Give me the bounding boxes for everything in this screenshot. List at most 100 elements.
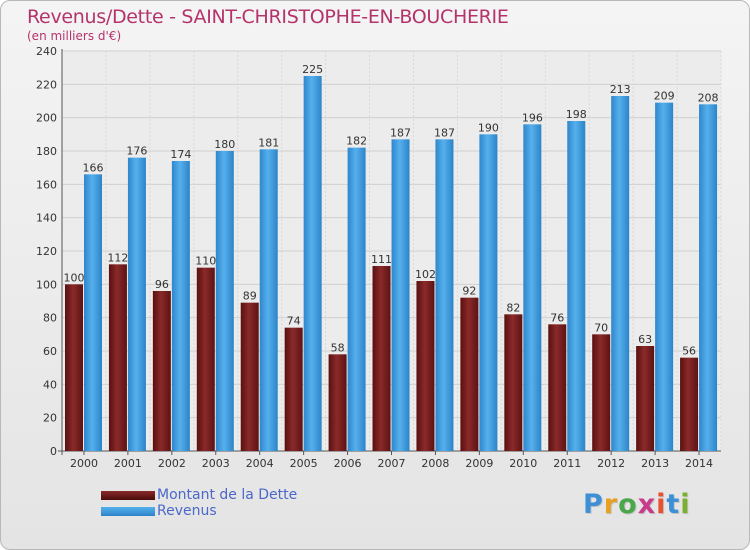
bar-revenus-2003 bbox=[215, 151, 234, 451]
bar-revenus-2006 bbox=[347, 147, 366, 451]
data-label-revenus: 198 bbox=[566, 108, 587, 121]
data-label-dette: 92 bbox=[462, 285, 476, 298]
x-tick-label: 2002 bbox=[158, 457, 186, 470]
bar-revenus-2004 bbox=[259, 149, 278, 452]
bar-revenus-2014 bbox=[699, 104, 718, 451]
x-tick-label: 2003 bbox=[202, 457, 230, 470]
y-tick-label: 180 bbox=[36, 145, 57, 158]
x-tick-label: 2012 bbox=[597, 457, 625, 470]
data-label-revenus: 174 bbox=[170, 148, 191, 161]
data-label-dette: 96 bbox=[155, 278, 169, 291]
bar-dette-2005 bbox=[284, 327, 303, 451]
y-tick-label: 100 bbox=[36, 278, 57, 291]
y-tick-label: 220 bbox=[36, 78, 57, 91]
bar-dette-2006 bbox=[328, 354, 347, 451]
bar-revenus-2002 bbox=[171, 161, 190, 451]
logo-letter: i bbox=[656, 489, 667, 520]
data-label-revenus: 209 bbox=[654, 90, 675, 103]
x-tick-label: 2007 bbox=[378, 457, 406, 470]
bar-revenus-2001 bbox=[127, 157, 146, 451]
data-label-revenus: 166 bbox=[83, 161, 104, 174]
y-tick-label: 140 bbox=[36, 212, 57, 225]
y-tick-label: 200 bbox=[36, 112, 57, 125]
data-label-revenus: 187 bbox=[390, 126, 411, 139]
data-label-dette: 111 bbox=[371, 253, 392, 266]
bar-revenus-2012 bbox=[611, 96, 630, 451]
y-tick-label: 20 bbox=[43, 412, 57, 425]
data-label-dette: 74 bbox=[287, 315, 301, 328]
data-label-revenus: 196 bbox=[522, 111, 543, 124]
bar-revenus-2007 bbox=[391, 139, 410, 452]
x-tick-label: 2005 bbox=[290, 457, 318, 470]
data-label-revenus: 182 bbox=[346, 135, 367, 148]
data-label-dette: 112 bbox=[107, 251, 128, 264]
data-label-dette: 110 bbox=[195, 255, 216, 268]
x-tick-label: 2006 bbox=[334, 457, 362, 470]
bar-dette-2011 bbox=[548, 324, 567, 451]
y-tick-label: 60 bbox=[43, 345, 57, 358]
bar-revenus-2013 bbox=[655, 102, 674, 452]
proxiti-logo: Proxiti bbox=[583, 489, 691, 520]
x-tick-label: 2000 bbox=[70, 457, 98, 470]
data-label-revenus: 208 bbox=[698, 91, 719, 104]
x-tick-label: 2010 bbox=[509, 457, 537, 470]
y-tick-label: 80 bbox=[43, 312, 57, 325]
data-label-dette: 56 bbox=[682, 345, 696, 358]
bar-dette-2010 bbox=[504, 314, 523, 451]
bar-revenus-2005 bbox=[303, 76, 322, 451]
x-tick-label: 2013 bbox=[641, 457, 669, 470]
data-label-dette: 63 bbox=[638, 333, 652, 346]
logo-letter: P bbox=[583, 489, 604, 520]
bar-revenus-2008 bbox=[435, 139, 454, 452]
y-tick-label: 160 bbox=[36, 178, 57, 191]
y-tick-label: 40 bbox=[43, 378, 57, 391]
data-label-revenus: 190 bbox=[478, 121, 499, 134]
data-label-revenus: 187 bbox=[434, 126, 455, 139]
bar-dette-2012 bbox=[592, 334, 611, 451]
data-label-revenus: 181 bbox=[258, 136, 279, 149]
chart-subtitle: (en milliers d'€) bbox=[27, 29, 122, 43]
bar-dette-2013 bbox=[636, 346, 655, 451]
data-label-revenus: 225 bbox=[302, 63, 323, 76]
bar-dette-2008 bbox=[416, 281, 435, 451]
data-label-revenus: 213 bbox=[610, 83, 631, 96]
logo-letter: x bbox=[637, 489, 657, 520]
bar-revenus-2010 bbox=[523, 124, 542, 451]
logo-letter: r bbox=[603, 489, 619, 520]
bar-dette-2009 bbox=[460, 297, 479, 451]
bar-dette-2003 bbox=[196, 267, 215, 451]
y-tick-label: 120 bbox=[36, 245, 57, 258]
bar-revenus-2009 bbox=[479, 134, 498, 452]
chart-title: Revenus/Dette - SAINT-CHRISTOPHE-EN-BOUC… bbox=[27, 6, 509, 28]
x-tick-label: 2008 bbox=[421, 457, 449, 470]
bar-dette-2014 bbox=[680, 357, 699, 451]
data-label-dette: 89 bbox=[243, 290, 257, 303]
x-tick-label: 2014 bbox=[685, 457, 713, 470]
legend-swatch-revenus bbox=[101, 507, 155, 516]
bar-dette-2007 bbox=[372, 266, 391, 451]
data-label-dette: 100 bbox=[64, 271, 85, 284]
logo-letter: o bbox=[618, 489, 638, 520]
bar-dette-2000 bbox=[65, 284, 83, 451]
legend-swatch-debt bbox=[101, 491, 155, 500]
data-label-dette: 102 bbox=[415, 268, 436, 281]
x-tick-label: 2011 bbox=[553, 457, 581, 470]
data-label-dette: 76 bbox=[550, 311, 564, 324]
legend-label-debt: Montant de la Dette bbox=[157, 487, 298, 503]
bar-dette-2004 bbox=[240, 302, 259, 451]
x-tick-label: 2004 bbox=[246, 457, 274, 470]
logo-letter: t bbox=[666, 489, 681, 520]
x-tick-label: 2001 bbox=[114, 457, 142, 470]
x-tick-label: 2009 bbox=[465, 457, 493, 470]
data-label-dette: 82 bbox=[506, 301, 520, 314]
bar-revenus-2000 bbox=[84, 174, 102, 452]
bar-revenus-2011 bbox=[567, 121, 586, 451]
y-tick-label: 0 bbox=[50, 445, 57, 458]
data-label-revenus: 176 bbox=[126, 145, 147, 158]
data-label-dette: 70 bbox=[594, 321, 608, 334]
data-label-dette: 58 bbox=[331, 341, 345, 354]
data-label-revenus: 180 bbox=[214, 138, 235, 151]
y-tick-label: 240 bbox=[36, 45, 57, 58]
